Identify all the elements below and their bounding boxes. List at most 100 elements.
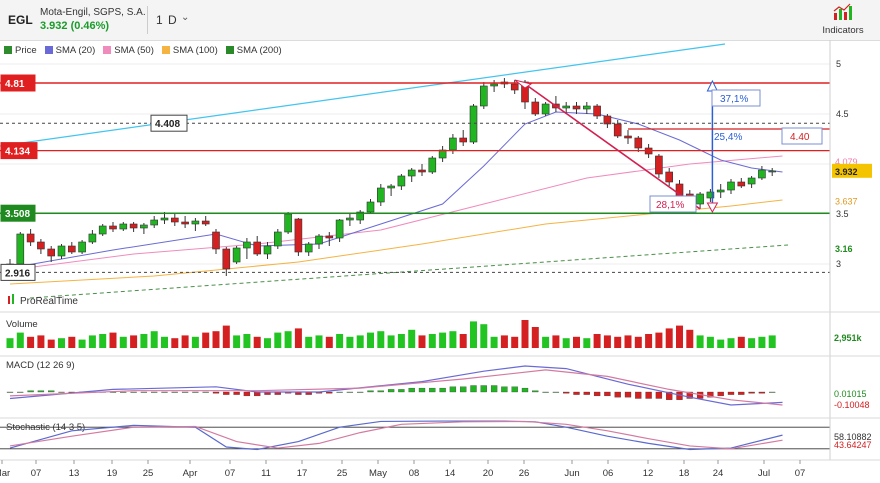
timeframe-selector[interactable]: 1 D [156,13,178,27]
legend-item[interactable]: SMA (20) [44,45,96,56]
volume-bar [583,338,591,348]
legend-item[interactable]: SMA (200) [225,45,282,56]
macd-histogram-bar [573,391,580,395]
chevron-down-icon[interactable]: ⌄ [181,12,190,23]
volume-bar [459,334,467,348]
candle-body [160,217,169,221]
macd-panel: MACD (12 26 9) 0.01015-0.10048 [6,360,870,410]
candle-body [98,225,107,235]
volume-bar [161,336,168,348]
volume-bar [686,329,694,348]
volume-bar [222,325,230,348]
candle-body [479,85,488,107]
candle-body [171,217,179,223]
right-label-st2: 43.64247 [834,440,872,450]
pct-mid-label: 25,4% [714,132,742,143]
legend-item[interactable]: Price [4,45,37,56]
macd-histogram-bar [120,391,127,393]
top-toolbar: EGL Mota-Engil, SGPS, S.A. 3.932 (0.46%)… [0,0,880,41]
volume-bar [212,331,220,348]
macd-histogram-bar [460,386,467,393]
start-marker-icon [514,79,533,89]
candle-body [150,219,158,226]
candle-body [78,241,86,253]
chart-legend: Price SMA (20) SMA (50) SMA (100) SMA (200) [4,45,290,56]
right-label-sma50: 4.079 [835,157,858,167]
stoch-d-line [9,420,783,450]
right-label-sma100: 3.637 [835,196,858,206]
macd-histogram-bar [58,391,65,393]
legend-item[interactable]: SMA (100) [161,45,218,56]
x-tick-label: 07 [225,468,236,479]
candle-body [88,233,97,243]
legend-label: SMA (20) [55,45,96,56]
volume-bar [294,328,302,348]
volume-bar [449,331,457,348]
volume-bar [243,334,251,348]
right-label-macd1: 0.01015 [834,389,867,399]
macd-histogram-bar [727,391,735,395]
volume-bar [624,335,632,348]
macd-histogram-bar [192,391,199,393]
macd-histogram-bar [6,391,14,393]
macd-histogram-bar [212,391,220,394]
macd-histogram-bar [171,391,178,393]
toolbar-divider [147,6,148,34]
candle-body [387,185,395,189]
legend-label: Price [15,45,37,56]
candle-body [582,105,591,110]
macd-histogram-bar [563,391,570,394]
x-tick-label: 07 [31,468,42,479]
candle-body [222,248,231,270]
volume-bar [665,328,673,348]
legend-swatch [4,46,12,54]
brand-icon [8,296,10,304]
x-tick-label: Jul [758,468,770,479]
sma50-line [9,155,783,271]
volume-bar [377,331,385,348]
volume-bar [150,331,158,348]
candle-body [109,225,117,230]
volume-bar [645,334,653,348]
volume-bar [253,336,261,348]
candle-body [613,123,622,137]
volume-bar [676,325,683,348]
volume-bar [119,336,127,348]
volume-bar [737,336,745,348]
candle-body [253,241,261,255]
volume-bar [367,332,374,348]
volume-bar [325,336,333,348]
volume-bar [418,335,426,348]
price-change: 3.932 (0.46%) [40,20,110,32]
volume-bar [490,336,498,348]
legend-label: SMA (100) [172,45,218,56]
sma100-line [9,199,783,285]
indicators-button[interactable]: Indicators [820,3,866,37]
macd-histogram-bar [542,391,549,393]
x-tick-label: 24 [713,468,724,479]
annotations: 37,1% 25,4% 28,1% 4.40 [514,79,830,214]
candle-body [37,241,45,250]
volume-bar [191,336,199,348]
macd-histogram-bar [398,389,405,393]
company-name: Mota-Engil, SGPS, S.A. [40,7,146,18]
legend-item[interactable]: SMA (50) [103,45,154,56]
macd-histogram-bar [223,391,230,395]
macd-histogram-bar [511,386,518,393]
volume-bar [727,338,735,348]
x-tick-label: May [369,468,387,479]
macd-histogram-bar [758,391,766,394]
volume-bar [78,339,86,348]
volume-bar [593,334,601,348]
macd-histogram-bar [717,391,724,397]
volume-bar [130,335,138,348]
y-tick-label: 3 [836,259,841,269]
x-tick-label: 17 [297,468,308,479]
macd-histogram-bar [501,386,508,393]
macd-histogram-bar [645,391,652,399]
volume-bar [109,332,117,348]
tag-4134-box [0,142,38,160]
macd-histogram-bar [140,391,148,393]
